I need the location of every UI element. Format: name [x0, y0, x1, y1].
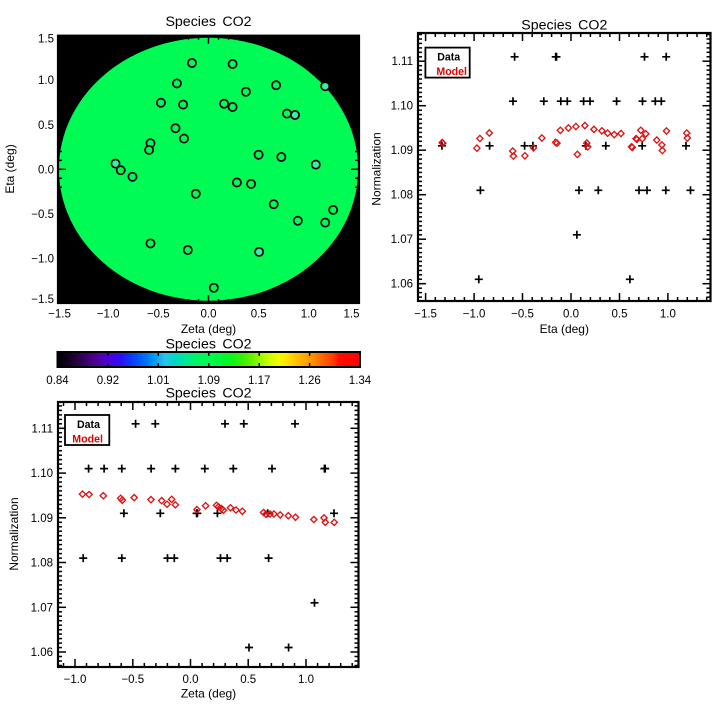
svg-text:Model: Model	[72, 434, 103, 446]
svg-text:1.06: 1.06	[31, 647, 53, 659]
svg-text:0.5: 0.5	[240, 674, 256, 686]
svg-text:Species CO2: Species CO2	[165, 14, 251, 30]
svg-text:Eta (deg): Eta (deg)	[3, 144, 17, 193]
svg-text:1.10: 1.10	[391, 101, 413, 113]
svg-text:Eta (deg): Eta (deg)	[540, 322, 589, 336]
svg-text:Model: Model	[436, 66, 467, 78]
svg-text:1.26: 1.26	[298, 375, 320, 387]
svg-text:0.0: 0.0	[201, 309, 217, 321]
svg-text:−1.5: −1.5	[31, 294, 54, 306]
svg-text:0.0: 0.0	[183, 674, 199, 686]
svg-text:−0.5: −0.5	[147, 309, 170, 321]
svg-text:−1.5: −1.5	[48, 309, 71, 321]
svg-text:1.34: 1.34	[349, 375, 372, 387]
svg-text:1.08: 1.08	[31, 558, 53, 570]
svg-text:1.0: 1.0	[38, 75, 54, 87]
svg-text:Zeta (deg): Zeta (deg)	[181, 687, 236, 701]
svg-text:1.06: 1.06	[391, 279, 413, 291]
svg-text:1.10: 1.10	[31, 468, 53, 480]
svg-text:0.5: 0.5	[38, 120, 54, 132]
svg-text:1.08: 1.08	[391, 190, 413, 202]
svg-text:1.5: 1.5	[38, 34, 54, 46]
svg-text:−1.5: −1.5	[414, 309, 437, 321]
svg-text:1.5: 1.5	[344, 309, 360, 321]
svg-text:Normalization: Normalization	[370, 132, 384, 205]
svg-text:−0.5: −0.5	[121, 674, 144, 686]
svg-text:1.09: 1.09	[198, 375, 220, 387]
svg-text:−1.0: −1.0	[64, 674, 87, 686]
svg-text:Species CO2: Species CO2	[521, 18, 607, 34]
svg-text:−0.5: −0.5	[511, 309, 534, 321]
svg-text:1.09: 1.09	[391, 145, 413, 157]
svg-text:1.09: 1.09	[31, 513, 53, 525]
svg-text:1.11: 1.11	[391, 56, 413, 68]
svg-text:1.07: 1.07	[31, 602, 53, 614]
svg-text:Data: Data	[437, 52, 460, 64]
svg-text:Data: Data	[77, 419, 100, 431]
svg-text:−1.0: −1.0	[31, 253, 54, 265]
svg-text:1.11: 1.11	[31, 423, 53, 435]
svg-text:1.01: 1.01	[147, 375, 169, 387]
svg-text:1.07: 1.07	[391, 234, 413, 246]
svg-text:1.0: 1.0	[660, 309, 676, 321]
svg-text:0.0: 0.0	[38, 164, 54, 176]
svg-text:0.5: 0.5	[251, 309, 267, 321]
svg-text:−1.0: −1.0	[97, 309, 120, 321]
svg-text:Species CO2: Species CO2	[165, 386, 251, 402]
svg-text:Zeta (deg): Zeta (deg)	[181, 322, 236, 336]
svg-text:1.17: 1.17	[248, 375, 270, 387]
svg-text:0.0: 0.0	[563, 309, 579, 321]
svg-text:0.5: 0.5	[612, 309, 628, 321]
svg-text:1.0: 1.0	[301, 309, 317, 321]
svg-text:1.0: 1.0	[298, 674, 314, 686]
svg-text:−0.5: −0.5	[31, 209, 54, 221]
svg-text:0.84: 0.84	[46, 375, 69, 387]
svg-text:−1.0: −1.0	[463, 309, 486, 321]
svg-text:Species CO2: Species CO2	[165, 337, 251, 353]
svg-text:Normalization: Normalization	[7, 497, 21, 570]
svg-text:0.92: 0.92	[97, 375, 119, 387]
